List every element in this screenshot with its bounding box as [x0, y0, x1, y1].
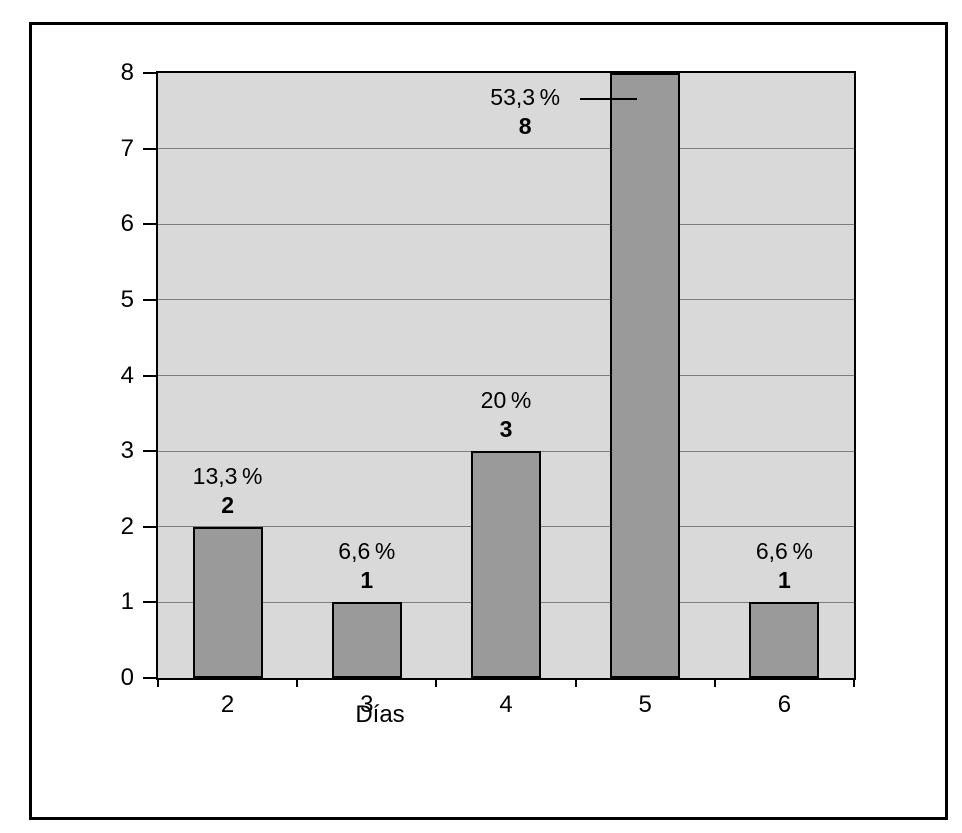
x-axis-tick: [853, 678, 855, 687]
x-axis-tick: [296, 678, 299, 687]
bar-count-label: 8: [518, 113, 532, 139]
bar-count-label: 1: [360, 567, 374, 594]
y-axis-tick: [143, 450, 156, 453]
x-axis-tick: [157, 678, 159, 687]
x-axis-tick: [435, 678, 438, 687]
gridline: [158, 148, 854, 150]
x-category-label: 5: [638, 691, 652, 718]
bar-count-label: 3: [499, 416, 513, 443]
y-axis-tick: [143, 677, 156, 679]
y-tick-label: 0: [120, 664, 134, 691]
gridline: [158, 375, 854, 376]
x-axis-title: Días: [355, 701, 405, 728]
bar-label: 6,6 % 1: [756, 537, 813, 595]
bar: [471, 451, 541, 678]
gridline: [158, 299, 854, 301]
y-tick-label: 2: [120, 512, 134, 540]
bar: [749, 602, 820, 678]
y-axis-tick: [143, 374, 156, 377]
x-category-label: 2: [220, 691, 235, 718]
x-axis-tick: [574, 678, 577, 687]
bar-percent-label: 20 %: [480, 387, 532, 414]
gridline: [158, 223, 854, 225]
bar: [192, 526, 263, 678]
label-leader-line: [580, 98, 638, 100]
x-category-label: 3: [360, 691, 374, 718]
bar-label: 20 % 3: [481, 386, 532, 444]
x-category-label: 6: [777, 691, 792, 718]
y-axis-tick: [143, 223, 156, 226]
bar-percent-label: 6,6 %: [338, 538, 396, 565]
y-tick-label: 4: [120, 361, 134, 389]
bar-percent-label: 53,3 %: [490, 84, 561, 110]
y-tick-label: 1: [120, 588, 134, 616]
x-axis-tick: [713, 678, 716, 687]
y-axis-tick: [143, 298, 156, 301]
x-category-label: 4: [499, 691, 513, 718]
bar-percent-label: 13,3 %: [192, 462, 263, 489]
bar-label: 6,6 % 1: [338, 537, 395, 595]
bar-label: 13,3 % 2: [193, 462, 263, 520]
y-tick-label: 6: [120, 210, 134, 238]
y-axis-tick: [143, 72, 156, 74]
y-tick-label: 3: [120, 437, 134, 465]
y-axis-tick: [143, 147, 156, 150]
y-tick-label: 7: [120, 134, 134, 162]
y-axis-tick: [143, 601, 156, 604]
y-axis-tick: [143, 525, 156, 528]
bar-percent-label: 6,6 %: [755, 538, 813, 565]
y-tick-label: 8: [120, 59, 134, 86]
bar-label: 53,3 % 8: [490, 83, 560, 141]
bar: [331, 602, 402, 678]
bar: [610, 73, 681, 678]
bar-count-label: 2: [221, 491, 234, 518]
bar-count-label: 1: [777, 567, 791, 594]
y-tick-label: 5: [120, 285, 134, 313]
